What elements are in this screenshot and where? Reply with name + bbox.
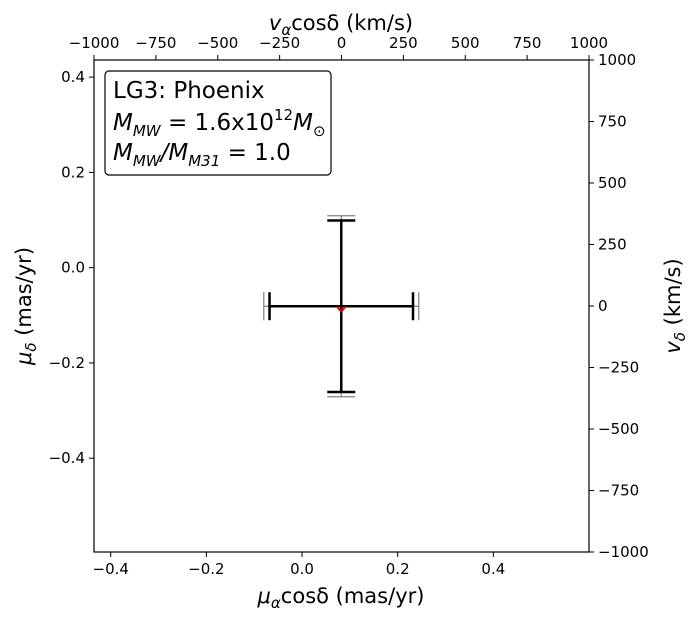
y2-tick-label: 250	[598, 236, 627, 254]
x2-tick-label: −1000	[69, 34, 120, 52]
y2-tick-label: −500	[598, 420, 639, 438]
x-tick-label: 0.2	[386, 560, 410, 578]
x2-axis-label: vαcosδ (km/s)	[269, 11, 413, 39]
text: ⊙	[313, 122, 326, 140]
x-tick-label: −0.2	[188, 560, 224, 578]
y2-axis-label: vδ (km/s)	[661, 258, 689, 353]
text: = 1.0	[220, 140, 290, 166]
x2-tick-label: 0	[337, 34, 347, 52]
y2-tick-label: 0	[598, 297, 608, 315]
y2-tick-label: 500	[598, 174, 627, 192]
text: cosδ (mas/yr)	[281, 584, 425, 608]
text: v	[269, 11, 282, 35]
x2-tick-label: 500	[451, 34, 480, 52]
text: δ	[671, 332, 689, 341]
text: = 1.6x10	[161, 110, 274, 136]
annotation-mass: MMW = 1.6x1012M⊙	[113, 106, 326, 140]
text: δ	[22, 342, 40, 351]
y2-tick-label: 750	[598, 113, 627, 131]
x2-tick-label: 250	[389, 34, 418, 52]
annotation-ratio: MMW/MM31 = 1.0	[113, 140, 291, 170]
x-axis-label: μαcosδ (mas/yr)	[257, 584, 425, 612]
y-tick-label: −0.2	[49, 354, 85, 372]
x2-tick-label: −500	[197, 34, 238, 52]
text: v	[661, 341, 685, 354]
text: (km/s)	[661, 258, 685, 332]
x-tick-label: −0.4	[93, 560, 129, 578]
x-tick-label: 0.4	[481, 560, 505, 578]
x2-tick-label: −750	[135, 34, 176, 52]
y-tick-label: 0.4	[61, 68, 85, 86]
x2-tick-label: 750	[513, 34, 542, 52]
annotation-box	[104, 70, 332, 176]
text: μ	[12, 352, 36, 366]
y-axis-label: μδ (mas/yr)	[12, 247, 40, 366]
y2-tick-label: −750	[598, 482, 639, 500]
y2-tick-label: 1000	[598, 51, 636, 69]
x-tick-label: 0.0	[290, 560, 314, 578]
text: M	[113, 140, 133, 166]
annotation-title: LG3: Phoenix	[113, 78, 265, 104]
text: 12	[274, 106, 293, 124]
text: α	[281, 21, 291, 39]
text: M31	[188, 152, 220, 170]
text: cosδ (km/s)	[291, 11, 413, 35]
y-tick-label: 0.2	[61, 163, 85, 181]
point	[336, 306, 347, 312]
text: (mas/yr)	[12, 247, 36, 342]
x2-tick-label: 1000	[570, 34, 608, 52]
x2-tick-label: −250	[259, 34, 300, 52]
text: /M	[159, 140, 189, 166]
y2-tick-label: −1000	[598, 543, 649, 561]
y2-tick-label: −250	[598, 359, 639, 377]
y-tick-label: 0.0	[61, 259, 85, 277]
text: M	[113, 110, 133, 136]
text: α	[271, 594, 281, 612]
text: M	[293, 110, 313, 136]
y-tick-label: −0.4	[49, 449, 85, 467]
text: μ	[257, 584, 271, 608]
text: MW	[133, 122, 162, 140]
text: MW	[133, 152, 162, 170]
